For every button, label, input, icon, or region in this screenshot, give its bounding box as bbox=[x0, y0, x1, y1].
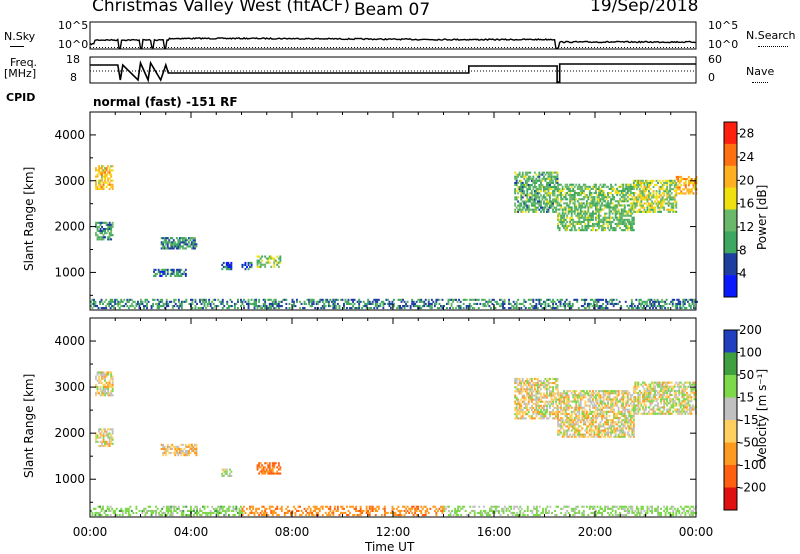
x-tick-label-4: 16:00 bbox=[477, 525, 512, 539]
x-tick-label-5: 20:00 bbox=[578, 525, 613, 539]
freq-tick-bottom: 8 bbox=[70, 71, 77, 84]
cpid-text: normal (fast) -151 RF bbox=[93, 95, 238, 109]
velocity-echo-region-5 bbox=[90, 505, 244, 517]
x-axis-label: Time UT bbox=[365, 540, 415, 554]
power-echo-region-8 bbox=[514, 171, 559, 213]
nave-tick-bottom: 0 bbox=[708, 71, 715, 84]
velocity-echo-region-9 bbox=[557, 390, 635, 438]
noise-search-label: N.Search bbox=[746, 29, 796, 42]
velocity-colorbar-tick-label-7: 200 bbox=[739, 323, 762, 337]
noise-sky-label: N.Sky bbox=[4, 30, 36, 43]
velocity-colorbar-tick-label-2: -50 bbox=[739, 436, 759, 450]
power-colorbar-seg-1 bbox=[724, 143, 737, 167]
power-colorbar-seg-6 bbox=[724, 253, 737, 276]
x-tick-label-0: 00:00 bbox=[73, 525, 108, 539]
power-echo-region-1 bbox=[95, 221, 114, 241]
power-ytick-label-0: 1000 bbox=[54, 265, 85, 279]
power-colorbar-seg-4 bbox=[724, 209, 737, 232]
velocity-echo-region-7 bbox=[443, 505, 697, 517]
power-ytick-label-1: 2000 bbox=[54, 220, 85, 234]
power-echo-region-6 bbox=[256, 255, 282, 268]
freq-series bbox=[90, 60, 696, 83]
power-colorbar-tick-label-4: 20 bbox=[739, 173, 754, 187]
velocity-colorbar-seg-3 bbox=[724, 397, 737, 421]
x-tick-label-1: 04:00 bbox=[174, 525, 209, 539]
velocity-colorbar-tick-label-3: -15 bbox=[739, 413, 759, 427]
power-echo-region-9 bbox=[557, 183, 635, 232]
noise-sky-legend-line bbox=[10, 46, 24, 47]
power-echo-region-5 bbox=[241, 261, 253, 271]
velocity-echo-region-4 bbox=[256, 462, 282, 475]
velocity-echo-region-3 bbox=[221, 468, 233, 477]
velocity-echo-region-6 bbox=[241, 505, 445, 517]
velocity-colorbar-tick-label-0: -200 bbox=[739, 481, 766, 495]
freq-panel-frame bbox=[89, 56, 697, 84]
cpid-label: CPID bbox=[6, 91, 36, 104]
power-echo-region-7 bbox=[90, 298, 698, 310]
velocity-ytick-label-2: 3000 bbox=[54, 380, 85, 394]
velocity-colorbar-seg-6 bbox=[724, 465, 737, 488]
radar-title: Christmas Valley West (fitACF) bbox=[92, 0, 351, 16]
velocity-colorbar-seg-1 bbox=[724, 352, 737, 376]
noise-right-top-tick: 10^5 bbox=[708, 19, 739, 32]
velocity-ytick-label-1: 2000 bbox=[54, 426, 85, 440]
power-colorbar-seg-5 bbox=[724, 231, 737, 254]
power-ytick-label-2: 3000 bbox=[54, 174, 85, 188]
noise-search-legend-line bbox=[758, 46, 788, 47]
velocity-echo-region-2 bbox=[160, 443, 198, 457]
power-plot-bg bbox=[90, 112, 696, 310]
velocity-colorbar-tick-label-4: 15 bbox=[739, 391, 754, 405]
velocity-colorbar-tick-label-6: 100 bbox=[739, 346, 762, 360]
beam-title: Beam 07 bbox=[354, 0, 431, 20]
velocity-colorbar-tick-label-1: -100 bbox=[739, 458, 766, 472]
nave-label: Nave bbox=[746, 65, 775, 78]
power-colorbar-tick-label-1: 8 bbox=[739, 243, 747, 257]
velocity-colorbar-seg-5 bbox=[724, 442, 737, 466]
power-ytick-label-3: 4000 bbox=[54, 128, 85, 142]
x-tick-label-6: 00:00 bbox=[679, 525, 714, 539]
nave-tick-top: 60 bbox=[708, 53, 722, 66]
velocity-echo-region-1 bbox=[95, 428, 114, 447]
velocity-colorbar-seg-0 bbox=[724, 330, 737, 353]
power-colorbar-frame bbox=[723, 121, 738, 298]
date-title: 19/Sep/2018 bbox=[590, 0, 699, 16]
noise-sky-series bbox=[89, 36, 696, 50]
power-echo-region-4 bbox=[221, 261, 233, 271]
power-colorbar-seg-7 bbox=[724, 275, 737, 298]
nave-legend-line bbox=[752, 82, 768, 83]
noise-panel-frame bbox=[89, 21, 697, 50]
power-colorbar-tick-label-3: 16 bbox=[739, 197, 754, 211]
noise-right-bottom-tick: 10^0 bbox=[708, 38, 739, 51]
velocity-colorbar-tick-label-5: 50 bbox=[739, 368, 754, 382]
freq-label-2: [MHz] bbox=[4, 67, 37, 80]
x-tick-label-3: 12:00 bbox=[376, 525, 411, 539]
power-echo-region-0 bbox=[95, 165, 114, 190]
power-colorbar-tick-label-0: 4 bbox=[739, 267, 747, 281]
power-colorbar-seg-3 bbox=[724, 187, 737, 210]
power-echo-region-10 bbox=[632, 179, 678, 213]
velocity-echo-region-10 bbox=[632, 381, 697, 415]
power-colorbar-seg-2 bbox=[724, 165, 737, 188]
power-echo-region-2 bbox=[153, 268, 187, 277]
power-colorbar-tick-label-5: 24 bbox=[739, 150, 754, 164]
velocity-echo-region-8 bbox=[514, 377, 559, 420]
velocity-colorbar-seg-2 bbox=[724, 375, 737, 398]
power-colorbar-tick-label-2: 12 bbox=[739, 220, 754, 234]
power-colorbar-tick-label-6: 28 bbox=[739, 127, 754, 141]
velocity-colorbar-seg-4 bbox=[724, 420, 737, 443]
power-echo-region-3 bbox=[160, 237, 198, 250]
velocity-echo-region-0 bbox=[95, 371, 114, 397]
noise-left-top-tick: 10^5 bbox=[58, 19, 89, 32]
velocity-ytick-label-3: 4000 bbox=[54, 334, 85, 348]
velocity-colorbar-seg-7 bbox=[724, 487, 737, 511]
noise-left-bottom-tick: 10^0 bbox=[58, 38, 89, 51]
freq-tick-top: 18 bbox=[66, 53, 80, 66]
velocity-ytick-label-0: 1000 bbox=[54, 472, 85, 486]
x-tick-label-2: 08:00 bbox=[275, 525, 310, 539]
power-colorbar-seg-0 bbox=[724, 122, 737, 145]
freq-label-1: Freq. bbox=[10, 56, 38, 69]
